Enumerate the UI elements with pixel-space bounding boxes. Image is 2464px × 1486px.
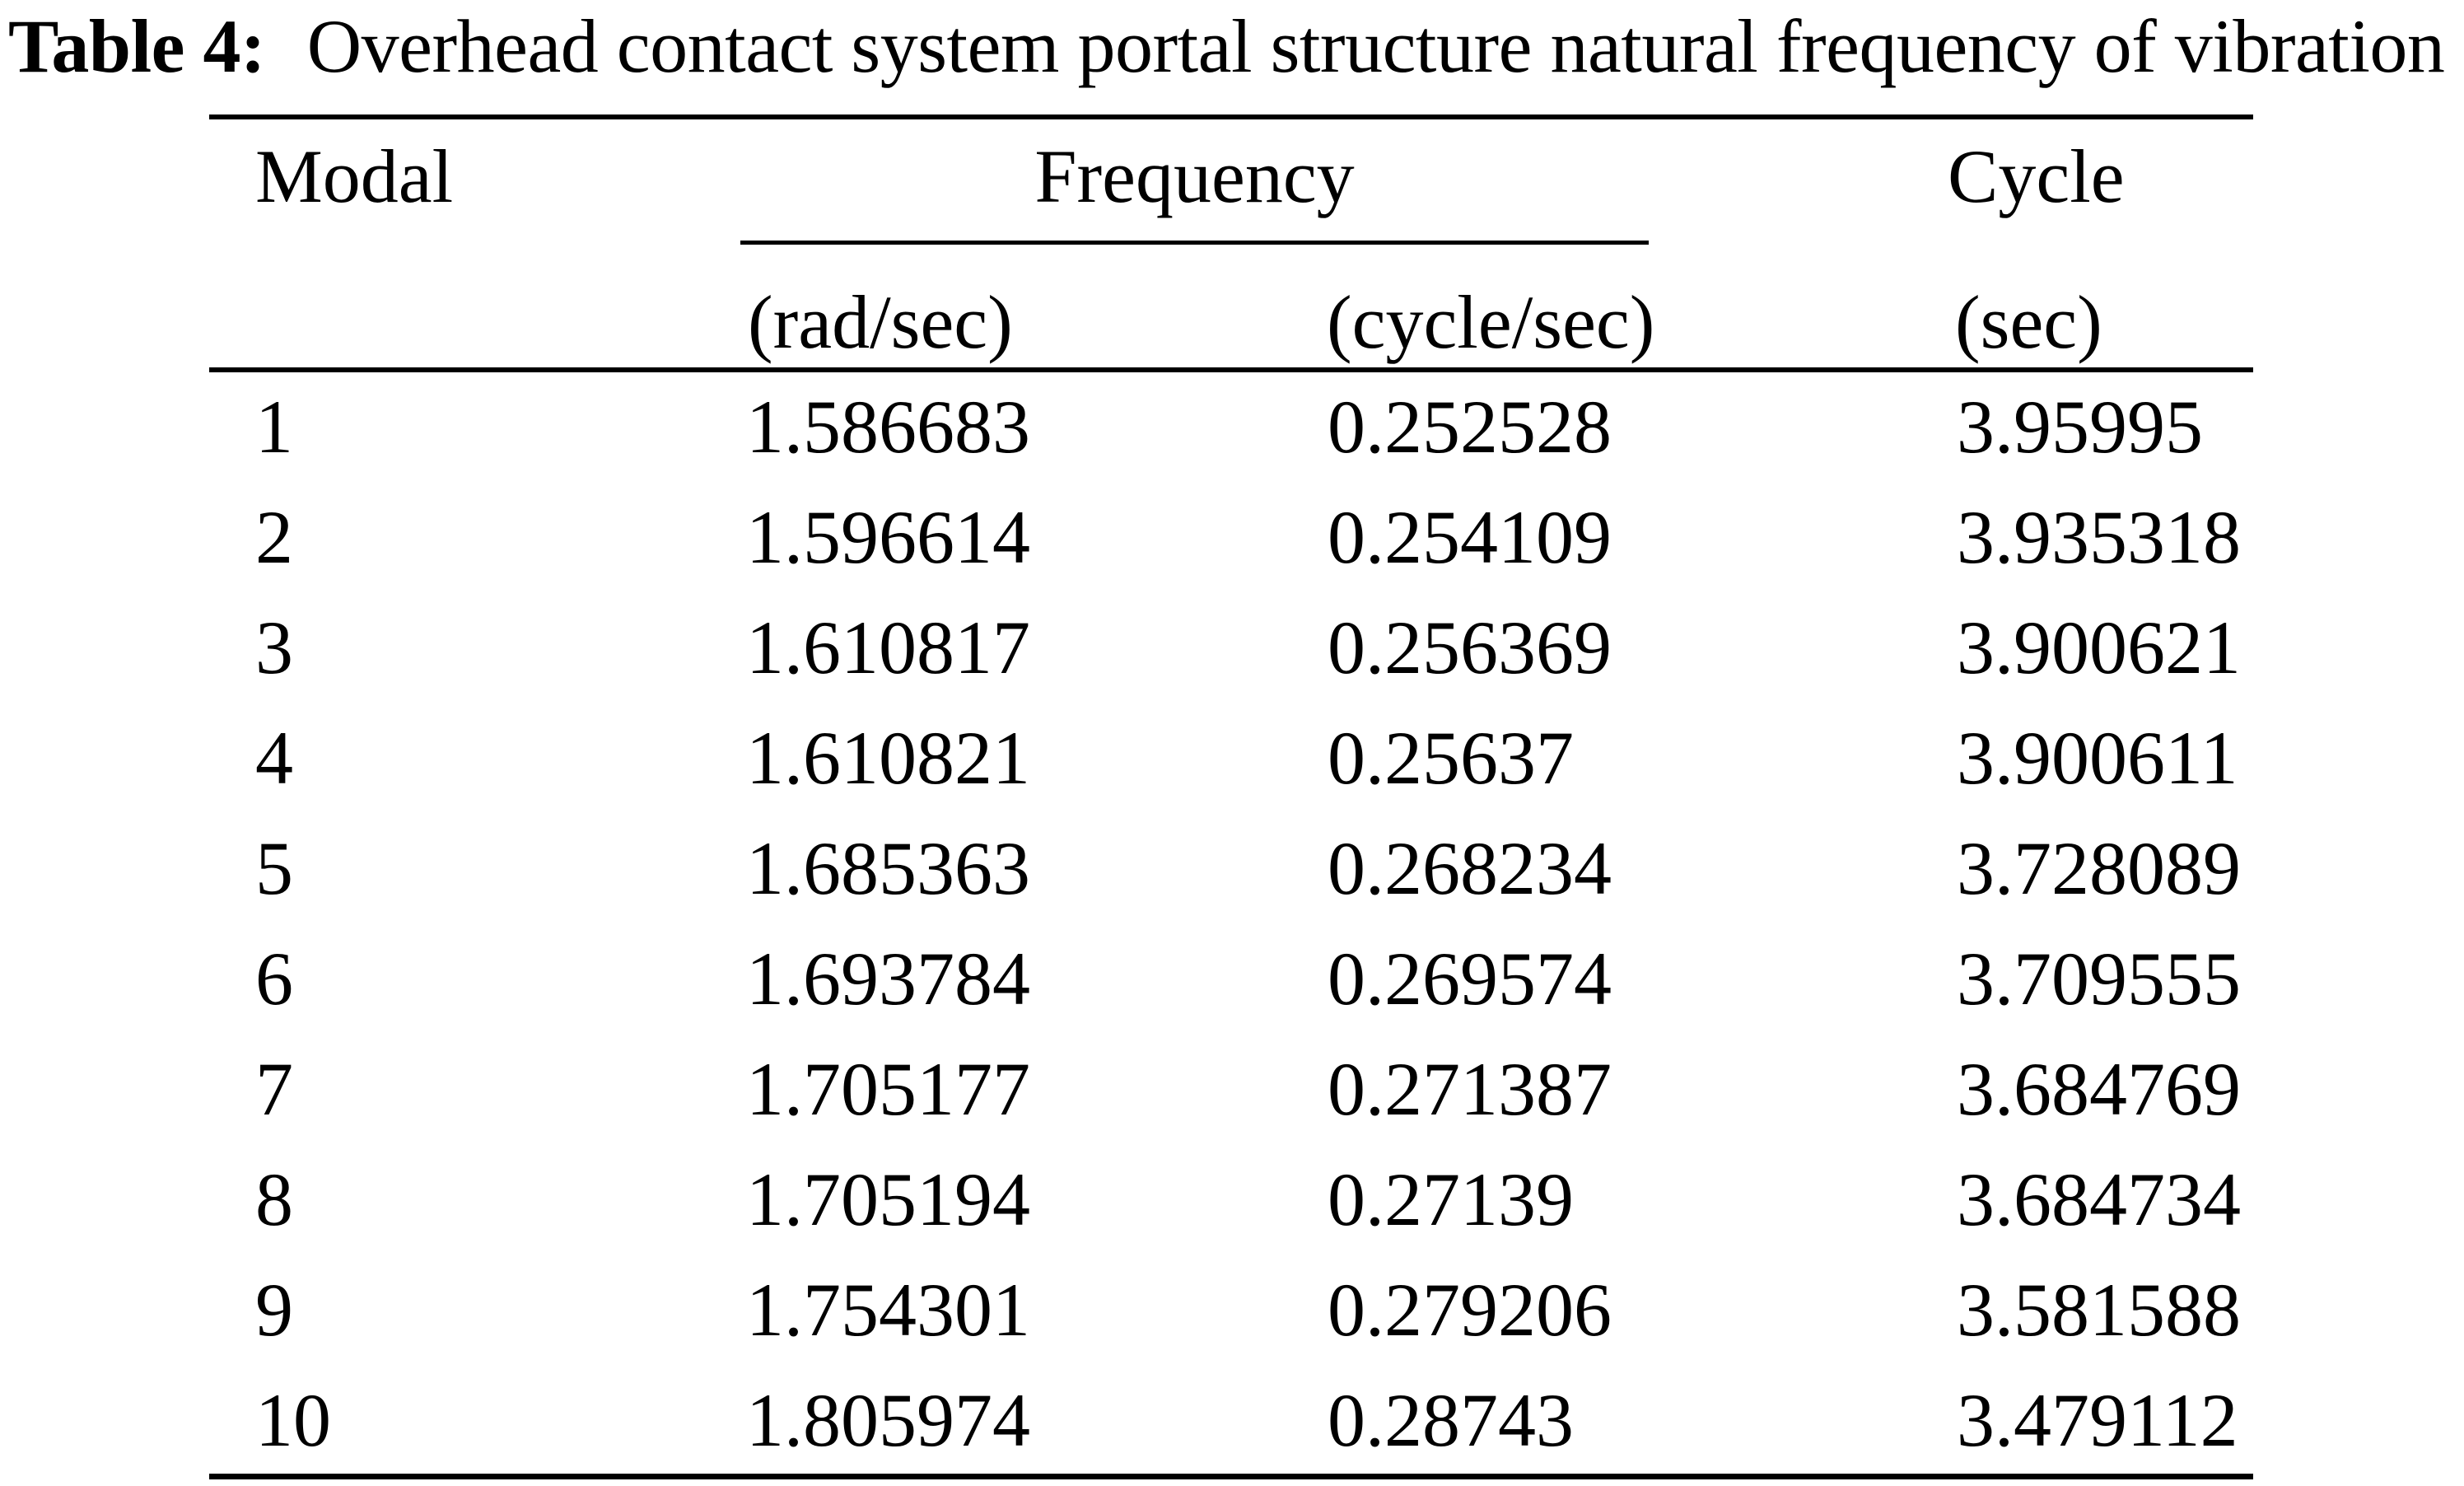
modal-cell: 6 (255, 937, 293, 1021)
table-row: 5 1.685363 0.268234 3.728089 (209, 813, 2253, 923)
frequency-cycle-cell: 0.27139 (1328, 1157, 1574, 1241)
modal-cell: 8 (255, 1157, 293, 1241)
frequency-cycle-cell: 0.25637 (1328, 716, 1574, 800)
cycle-sec-cell: 3.935318 (1957, 495, 2241, 579)
cycle-sec-cell: 3.709555 (1957, 937, 2241, 1021)
cycle-sec-cell: 3.684734 (1957, 1157, 2241, 1241)
frequency-cycle-cell: 0.268234 (1328, 826, 1612, 910)
modal-cell: 5 (255, 826, 293, 910)
modal-cell: 10 (255, 1378, 331, 1462)
cycle-sec-cell: 3.95995 (1957, 385, 2203, 469)
rule-header-separator (209, 367, 2253, 372)
frequency-rad-cell: 1.693784 (746, 937, 1030, 1021)
modal-cell: 2 (255, 495, 293, 579)
frequency-cycle-cell: 0.252528 (1328, 385, 1612, 469)
column-header-cycle: Cycle (1948, 134, 2125, 218)
frequency-rad-cell: 1.596614 (746, 495, 1030, 579)
table-caption-text: Overhead contact system portal structure… (306, 4, 2445, 88)
column-header-frequency: Frequency (1034, 134, 1355, 218)
frequency-cycle-cell: 0.271387 (1328, 1047, 1612, 1131)
subheader-cycle-sec: (cycle/sec) (1327, 280, 1655, 364)
subheader-rad-sec: (rad/sec) (748, 280, 1013, 364)
modal-cell: 4 (255, 716, 293, 800)
table-row: 4 1.610821 0.25637 3.900611 (209, 703, 2253, 813)
frequency-rad-cell: 1.610817 (746, 605, 1030, 689)
table-row: 6 1.693784 0.269574 3.709555 (209, 923, 2253, 1034)
cycle-sec-cell: 3.479112 (1957, 1378, 2238, 1462)
table-row: 9 1.754301 0.279206 3.581588 (209, 1255, 2253, 1365)
frequency-rad-cell: 1.705194 (746, 1157, 1030, 1241)
frequency-rad-cell: 1.586683 (746, 385, 1030, 469)
frequency-cycle-cell: 0.279206 (1328, 1268, 1612, 1352)
frequency-rad-cell: 1.705177 (746, 1047, 1030, 1131)
modal-cell: 1 (255, 385, 293, 469)
frequency-rad-cell: 1.685363 (746, 826, 1030, 910)
table-row: 2 1.596614 0.254109 3.935318 (209, 482, 2253, 592)
frequency-cycle-cell: 0.269574 (1328, 937, 1612, 1021)
frequency-cycle-cell: 0.254109 (1328, 495, 1612, 579)
cycle-sec-cell: 3.728089 (1957, 826, 2241, 910)
frequency-rad-cell: 1.805974 (746, 1378, 1030, 1462)
frequency-rad-cell: 1.610821 (746, 716, 1030, 800)
modal-cell: 9 (255, 1268, 293, 1352)
frequency-cycle-cell: 0.28743 (1328, 1378, 1574, 1462)
table-row: 7 1.705177 0.271387 3.684769 (209, 1034, 2253, 1144)
column-header-modal: Modal (255, 134, 454, 218)
cycle-sec-cell: 3.684769 (1957, 1047, 2241, 1131)
table-caption-label: Table 4: (8, 4, 266, 88)
frequency-rad-cell: 1.754301 (746, 1268, 1030, 1352)
modal-cell: 3 (255, 605, 293, 689)
rule-top (209, 114, 2253, 119)
table-row: 3 1.610817 0.256369 3.900621 (209, 592, 2253, 703)
data-table: Modal Frequency Cycle (rad/sec) (cycle/s… (209, 0, 2253, 1486)
table-row: 10 1.805974 0.28743 3.479112 (209, 1365, 2253, 1475)
frequency-cycle-cell: 0.256369 (1328, 605, 1612, 689)
table-caption: Table 4: Overhead contact system portal s… (8, 3, 2445, 91)
table-row: 1 1.586683 0.252528 3.95995 (209, 372, 2253, 482)
rule-bottom (209, 1474, 2253, 1479)
cycle-sec-cell: 3.581588 (1957, 1268, 2241, 1352)
modal-cell: 7 (255, 1047, 293, 1131)
cycle-sec-cell: 3.900621 (1957, 605, 2241, 689)
cycle-sec-cell: 3.900611 (1957, 716, 2238, 800)
subheader-sec: (sec) (1955, 280, 2102, 364)
table-row: 8 1.705194 0.27139 3.684734 (209, 1144, 2253, 1255)
rule-frequency-underline (740, 241, 1649, 245)
